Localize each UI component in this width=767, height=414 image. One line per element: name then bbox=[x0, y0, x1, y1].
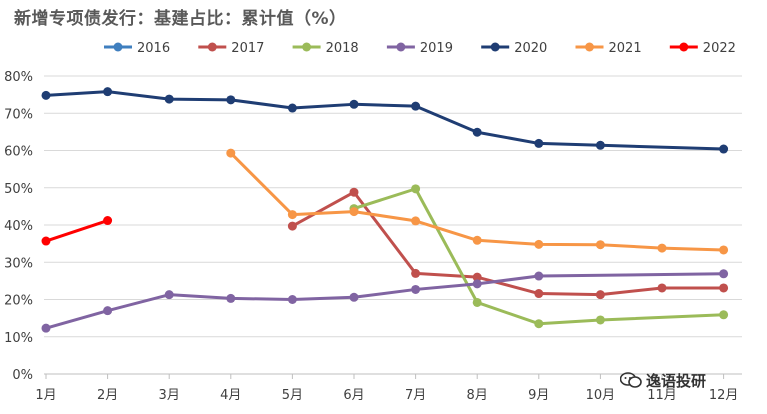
data-point-2020 bbox=[103, 87, 113, 97]
data-point-2017 bbox=[411, 268, 421, 278]
data-point-2019 bbox=[103, 306, 113, 316]
data-point-2017 bbox=[657, 283, 667, 293]
data-point-2018 bbox=[595, 315, 605, 325]
legend-marker-2021 bbox=[585, 42, 594, 52]
legend-marker-2019 bbox=[396, 42, 406, 52]
series-line-2021 bbox=[229, 152, 724, 252]
data-point-2020 bbox=[534, 138, 544, 148]
data-point-2020 bbox=[226, 95, 236, 105]
legend-label-2016: 2016 bbox=[137, 41, 170, 56]
x-tick-label: 4月 bbox=[220, 388, 241, 403]
y-tick-label: 10% bbox=[4, 331, 33, 346]
x-tick-label: 10月 bbox=[586, 388, 616, 403]
data-point-2022 bbox=[41, 236, 51, 246]
legend-label-2017: 2017 bbox=[231, 41, 264, 56]
data-point-2020 bbox=[287, 103, 297, 113]
y-tick-label: 60% bbox=[4, 145, 33, 160]
data-point-2020 bbox=[349, 99, 359, 109]
y-tick-label: 80% bbox=[4, 70, 33, 85]
x-tick-label: 6月 bbox=[343, 388, 364, 403]
series-line-2020 bbox=[45, 90, 724, 151]
data-point-2019 bbox=[472, 279, 482, 289]
watermark: 逸语投研 bbox=[620, 370, 706, 391]
data-point-2017 bbox=[287, 221, 297, 231]
series-line-2019 bbox=[45, 272, 724, 330]
legend-marker-2020 bbox=[490, 42, 500, 52]
data-point-2020 bbox=[595, 140, 605, 150]
data-point-2021 bbox=[534, 239, 544, 249]
data-point-2020 bbox=[719, 144, 729, 154]
legend-marker-2022 bbox=[679, 42, 689, 52]
y-tick-label: 30% bbox=[4, 256, 33, 271]
x-tick-label: 2月 bbox=[97, 388, 118, 403]
data-point-2019 bbox=[226, 293, 236, 303]
data-point-2019 bbox=[534, 271, 544, 281]
gridlines bbox=[44, 75, 742, 375]
x-tick-label: 3月 bbox=[159, 388, 180, 403]
data-point-2021 bbox=[595, 240, 605, 250]
data-point-2021 bbox=[226, 148, 236, 158]
data-point-2021 bbox=[472, 235, 482, 245]
wechat-icon bbox=[620, 372, 642, 388]
legend-label-2022: 2022 bbox=[703, 41, 736, 56]
y-tick-label: 40% bbox=[4, 219, 33, 234]
data-point-2021 bbox=[411, 216, 421, 226]
data-point-2017 bbox=[719, 283, 729, 293]
data-point-2019 bbox=[349, 292, 359, 302]
data-point-2021 bbox=[657, 243, 667, 253]
legend-label-2018: 2018 bbox=[326, 41, 359, 56]
data-point-2017 bbox=[534, 289, 544, 299]
legend-marker-2016 bbox=[113, 42, 123, 52]
data-point-2018 bbox=[411, 184, 421, 194]
data-point-2019 bbox=[164, 290, 174, 300]
data-point-2021 bbox=[719, 245, 729, 255]
y-tick-label: 70% bbox=[4, 107, 33, 122]
x-tick-label: 8月 bbox=[467, 388, 488, 403]
data-point-2018 bbox=[719, 310, 729, 320]
data-point-2021 bbox=[287, 210, 297, 220]
data-point-2020 bbox=[164, 94, 174, 104]
data-point-2019 bbox=[287, 295, 297, 304]
data-point-2018 bbox=[472, 297, 482, 307]
data-point-2019 bbox=[41, 323, 51, 333]
y-tick-label: 0% bbox=[12, 368, 33, 383]
series-line-2018 bbox=[353, 187, 724, 326]
data-point-2018 bbox=[534, 319, 544, 329]
data-point-2019 bbox=[411, 284, 421, 294]
data-point-2020 bbox=[41, 90, 51, 100]
data-point-2017 bbox=[472, 272, 482, 282]
watermark-text: 逸语投研 bbox=[646, 372, 707, 390]
data-point-2022 bbox=[103, 216, 113, 226]
y-tick-label: 50% bbox=[4, 182, 33, 197]
data-point-2017 bbox=[595, 290, 605, 300]
legend-marker-2017 bbox=[207, 42, 217, 52]
x-tick-label: 9月 bbox=[528, 388, 549, 403]
series-lines bbox=[41, 87, 729, 333]
chart-title: 新增专项债发行：基建占比：累计值（%） bbox=[14, 9, 347, 29]
x-tick-label: 12月 bbox=[709, 388, 739, 403]
legend-marker-2018 bbox=[302, 42, 312, 52]
data-point-2019 bbox=[719, 269, 729, 279]
axes: 0% 10% 20% 30% 40% 50% 60% 70% 80% 1月 2月 3月 4月 5月 6月 7月… bbox=[4, 70, 738, 403]
legend: 2016 2017 2018 2019 2020 2021 2022 bbox=[104, 41, 736, 56]
x-tick-label: 5月 bbox=[282, 388, 303, 403]
x-tick-label: 7月 bbox=[405, 388, 426, 403]
data-point-2020 bbox=[472, 127, 482, 137]
legend-label-2021: 2021 bbox=[609, 41, 642, 56]
series-line-2022 bbox=[45, 219, 109, 243]
legend-label-2020: 2020 bbox=[514, 41, 547, 56]
y-tick-label: 20% bbox=[4, 294, 33, 309]
data-point-2020 bbox=[411, 101, 421, 111]
x-tick-label: 1月 bbox=[35, 388, 56, 403]
legend-label-2019: 2019 bbox=[420, 41, 453, 56]
x-tick-label: 11月 bbox=[647, 388, 677, 403]
data-point-2021 bbox=[349, 207, 359, 217]
data-point-2017 bbox=[349, 187, 359, 197]
